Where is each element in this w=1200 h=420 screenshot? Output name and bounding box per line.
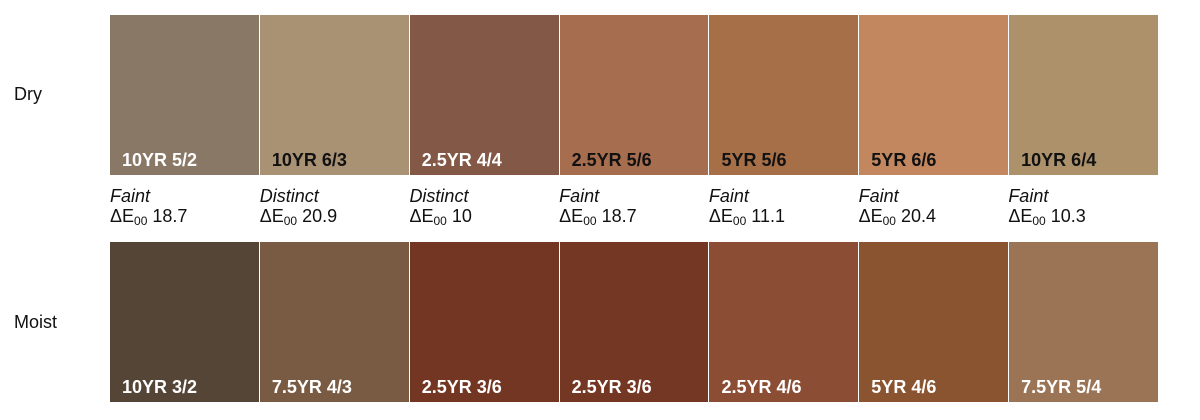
dry-chip-code: 5YR 6/6: [871, 150, 937, 170]
delta-e: ΔE00 11.1: [709, 206, 859, 231]
dry-chip-5: 5YR 5/6: [709, 15, 859, 175]
difference-cell-5: Faint ΔE00 11.1: [709, 186, 859, 231]
moist-chip-code: 2.5YR 3/6: [571, 377, 652, 397]
moist-chip-2: 7.5YR 4/3: [259, 242, 409, 402]
delta-subscript: 00: [283, 214, 298, 228]
delta-subscript: 00: [882, 214, 896, 228]
difference-class: Faint: [559, 186, 600, 206]
dry-chip-code: 10YR 6/4: [1021, 150, 1097, 170]
moist-swatch-row: 10YR 3/2 7.5YR 4/3 2.5YR 3/6 2.5YR 3/6 2…: [110, 242, 1159, 402]
difference-cell-6: Faint ΔE00 20.4: [859, 186, 1009, 231]
delta-symbol: ΔE: [259, 206, 284, 226]
moist-chip-code: 2.5YR 3/6: [421, 377, 502, 397]
dry-chip-code: 2.5YR 5/6: [571, 150, 652, 170]
delta-value: 18.7: [152, 206, 188, 226]
row-label-moist: Moist: [14, 312, 58, 332]
delta-value: 20.9: [302, 206, 338, 226]
moist-chip-3: 2.5YR 3/6: [409, 242, 559, 402]
moist-chip-5: 2.5YR 4/6: [709, 242, 859, 402]
delta-subscript: 00: [583, 214, 597, 228]
delta-symbol: ΔE: [409, 206, 434, 226]
dry-chip-6: 5YR 6/6: [859, 15, 1009, 175]
dry-chip-code: 10YR 5/2: [122, 150, 198, 170]
delta-subscript: 00: [134, 214, 148, 228]
moist-chip-code: 7.5YR 5/4: [1021, 377, 1102, 397]
delta-symbol: ΔE: [858, 206, 883, 226]
delta-symbol: ΔE: [1008, 206, 1033, 226]
delta-value: 11.1: [751, 206, 785, 226]
moist-chip-1: 10YR 3/2: [110, 242, 259, 402]
difference-class: Faint: [708, 186, 749, 206]
dry-chip-code: 2.5YR 4/4: [421, 150, 502, 170]
dry-chip-code: 10YR 6/3: [271, 150, 347, 170]
delta-subscript: 00: [732, 214, 747, 228]
difference-class: Faint: [110, 186, 151, 206]
delta-symbol: ΔE: [559, 206, 584, 226]
dry-chip-code: 5YR 5/6: [721, 150, 787, 170]
difference-row: Faint ΔE00 18.7 Distinct ΔE00 20.9 Disti…: [110, 186, 1158, 231]
moist-chip-code: 10YR 3/2: [122, 377, 198, 397]
dry-swatch-row: 10YR 5/2 10YR 6/3 2.5YR 4/4 2.5YR 5/6 5Y…: [110, 15, 1159, 175]
delta-e: ΔE00 18.7: [110, 206, 260, 231]
delta-e: ΔE00 20.4: [859, 206, 1009, 231]
difference-cell-4: Faint ΔE00 18.7: [559, 186, 709, 231]
delta-e: ΔE00 10.3: [1008, 206, 1158, 231]
row-label-dry: Dry: [14, 84, 42, 104]
difference-cell-2: Distinct ΔE00 20.9: [260, 186, 410, 231]
difference-class: Distinct: [409, 186, 469, 206]
dry-chip-4: 2.5YR 5/6: [559, 15, 709, 175]
dry-chip-2: 10YR 6/3: [259, 15, 409, 175]
difference-cell-1: Faint ΔE00 18.7: [110, 186, 260, 231]
moist-chip-code: 7.5YR 4/3: [271, 377, 352, 397]
delta-e: ΔE00 20.9: [260, 206, 410, 231]
moist-chip-code: 5YR 4/6: [871, 377, 937, 397]
delta-value: 18.7: [601, 206, 637, 226]
moist-chip-4: 2.5YR 3/6: [559, 242, 709, 402]
delta-e: ΔE00 10: [409, 206, 559, 231]
delta-e: ΔE00 18.7: [559, 206, 709, 231]
dry-chip-7: 10YR 6/4: [1009, 15, 1159, 175]
delta-symbol: ΔE: [110, 206, 135, 226]
delta-subscript: 00: [1032, 214, 1046, 228]
dry-chip-3: 2.5YR 4/4: [409, 15, 559, 175]
moist-chip-6: 5YR 4/6: [859, 242, 1009, 402]
moist-chip-7: 7.5YR 5/4: [1009, 242, 1159, 402]
difference-cell-3: Distinct ΔE00 10: [409, 186, 559, 231]
moist-chip-code: 2.5YR 4/6: [721, 377, 802, 397]
difference-class: Distinct: [259, 186, 319, 206]
delta-subscript: 00: [433, 214, 447, 228]
delta-value: 10.3: [1050, 206, 1086, 226]
difference-cell-7: Faint ΔE00 10.3: [1008, 186, 1158, 231]
difference-class: Faint: [1008, 186, 1049, 206]
dry-chip-1: 10YR 5/2: [110, 15, 259, 175]
delta-value: 10: [451, 206, 472, 226]
difference-class: Faint: [858, 186, 899, 206]
delta-symbol: ΔE: [708, 206, 733, 226]
delta-value: 20.4: [901, 206, 937, 226]
